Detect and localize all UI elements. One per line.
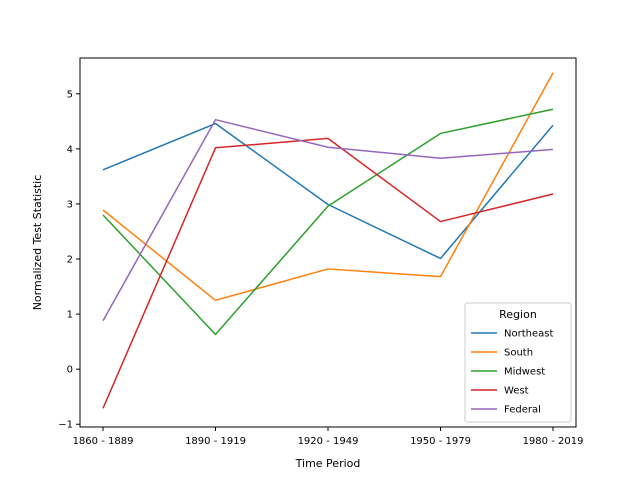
series-line-west	[102, 137, 554, 409]
plot-lines	[102, 72, 554, 409]
y-tick-label: 3	[67, 199, 73, 210]
x-tick-label: 1860 - 1889	[73, 436, 134, 447]
legend-entry: West	[504, 386, 529, 397]
x-tick-label: 1950 - 1979	[410, 436, 471, 447]
x-axis-label: Time Period	[295, 457, 361, 470]
legend: Region Northeast South Midwest West Federal	[464, 302, 572, 423]
x-tick-label: 1920 - 1949	[298, 436, 359, 447]
series-line-northeast	[102, 122, 554, 260]
legend-entry: Northeast	[504, 329, 553, 340]
y-tick-label: 4	[67, 144, 73, 155]
x-axis: 1860 - 1889 1890 - 1919 1920 - 1949 1950 - …	[73, 427, 584, 447]
series-line-south	[102, 72, 554, 302]
y-tick-label: −1	[58, 420, 73, 431]
series-line-midwest	[102, 108, 554, 336]
y-tick-label: 5	[67, 89, 73, 100]
series-line-federal	[102, 118, 554, 322]
y-tick-label: 0	[67, 365, 73, 376]
legend-entry: Midwest	[504, 367, 545, 378]
y-axis: −1 0 1 2 3 4 5	[58, 89, 80, 431]
legend-entry: Federal	[504, 405, 541, 416]
legend-entry: South	[504, 348, 533, 359]
y-tick-label: 1	[67, 310, 73, 321]
x-tick-label: 1890 - 1919	[185, 436, 246, 447]
x-tick-label: 1980 - 2019	[523, 436, 584, 447]
y-tick-label: 2	[67, 255, 73, 266]
legend-title: Region	[499, 308, 537, 321]
y-axis-label: Normalized Test Statistic	[31, 175, 44, 311]
